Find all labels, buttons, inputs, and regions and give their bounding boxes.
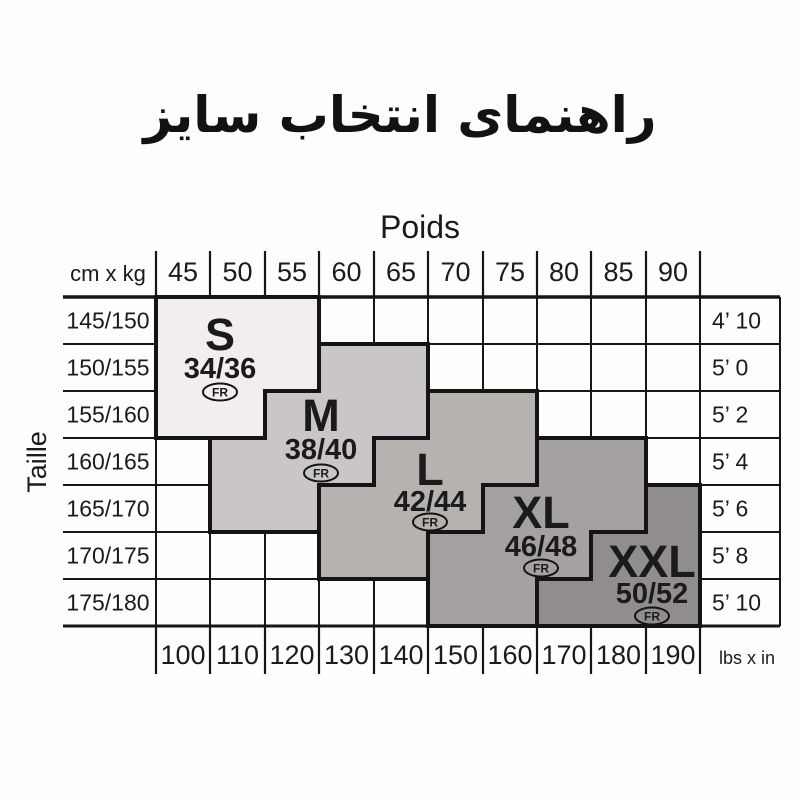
right-row-label: 5’ 0 <box>712 355 748 381</box>
bottom-tick-label: 150 <box>433 640 478 670</box>
page-title: راهنمای انتخاب سایز <box>143 86 657 144</box>
top-axis-unit-label: cm x kg <box>70 261 146 286</box>
size-letter-s: S <box>205 309 235 360</box>
fr-badge-oval-l <box>412 512 448 532</box>
fr-badge-oval-xxl <box>634 606 670 626</box>
size-fr-number-s: 34/36 <box>184 353 257 385</box>
left-row-label: 155/160 <box>66 402 149 428</box>
size-fr-number-xl: 46/48 <box>505 531 578 563</box>
bottom-tick-label: 130 <box>324 640 369 670</box>
top-tick-label: 60 <box>331 257 361 287</box>
top-tick-label: 80 <box>549 257 579 287</box>
right-row-label: 5’ 2 <box>712 402 748 428</box>
left-row-label: 150/155 <box>66 355 149 381</box>
left-axis-title: Taille <box>22 431 52 493</box>
top-tick-label: 70 <box>440 257 470 287</box>
bottom-tick-label: 180 <box>596 640 641 670</box>
top-tick-label: 50 <box>222 257 252 287</box>
fr-badge-oval-xl <box>523 558 559 578</box>
right-row-label: 4’ 10 <box>712 308 761 334</box>
fr-badge-label-s: FR <box>212 386 228 400</box>
fr-badge-label-m: FR <box>313 467 329 481</box>
right-row-label: 5’ 8 <box>712 543 748 569</box>
top-tick-label: 90 <box>658 257 688 287</box>
size-letter-l: L <box>416 444 444 495</box>
size-fr-number-m: 38/40 <box>285 434 358 466</box>
bottom-tick-label: 140 <box>378 640 423 670</box>
top-tick-label: 75 <box>495 257 525 287</box>
size-region-xxl <box>535 483 702 628</box>
left-row-label: 145/150 <box>66 308 149 334</box>
top-tick-label: 55 <box>277 257 307 287</box>
size-letter-m: M <box>302 390 340 441</box>
bottom-tick-label: 170 <box>541 640 586 670</box>
left-row-label: 160/165 <box>66 449 149 475</box>
size-fr-number-xxl: 50/52 <box>616 578 689 610</box>
top-tick-label: 85 <box>603 257 633 287</box>
bottom-tick-label: 160 <box>487 640 532 670</box>
fr-badge-oval-m <box>303 463 339 483</box>
size-letter-xl: XL <box>512 487 570 538</box>
top-tick-label: 45 <box>168 257 198 287</box>
bottom-tick-label: 190 <box>650 640 695 670</box>
right-row-label: 5’ 6 <box>712 496 748 522</box>
left-row-label: 175/180 <box>66 590 149 616</box>
fr-badge-oval-s <box>202 382 238 402</box>
top-axis-title: Poids <box>380 209 460 245</box>
size-letter-xxl: XXL <box>608 536 696 587</box>
fr-badge-label-xl: FR <box>533 562 549 576</box>
right-row-label: 5’ 10 <box>712 590 761 616</box>
bottom-axis-unit-label: lbs x in <box>719 648 775 668</box>
top-tick-label: 65 <box>386 257 416 287</box>
bottom-tick-label: 100 <box>160 640 205 670</box>
bottom-tick-label: 120 <box>269 640 314 670</box>
left-row-label: 165/170 <box>66 496 149 522</box>
fr-badge-label-xxl: FR <box>644 610 660 624</box>
left-row-label: 170/175 <box>66 543 149 569</box>
fr-badge-label-l: FR <box>422 516 438 530</box>
right-row-label: 5’ 4 <box>712 449 748 475</box>
bottom-tick-label: 110 <box>216 640 259 670</box>
